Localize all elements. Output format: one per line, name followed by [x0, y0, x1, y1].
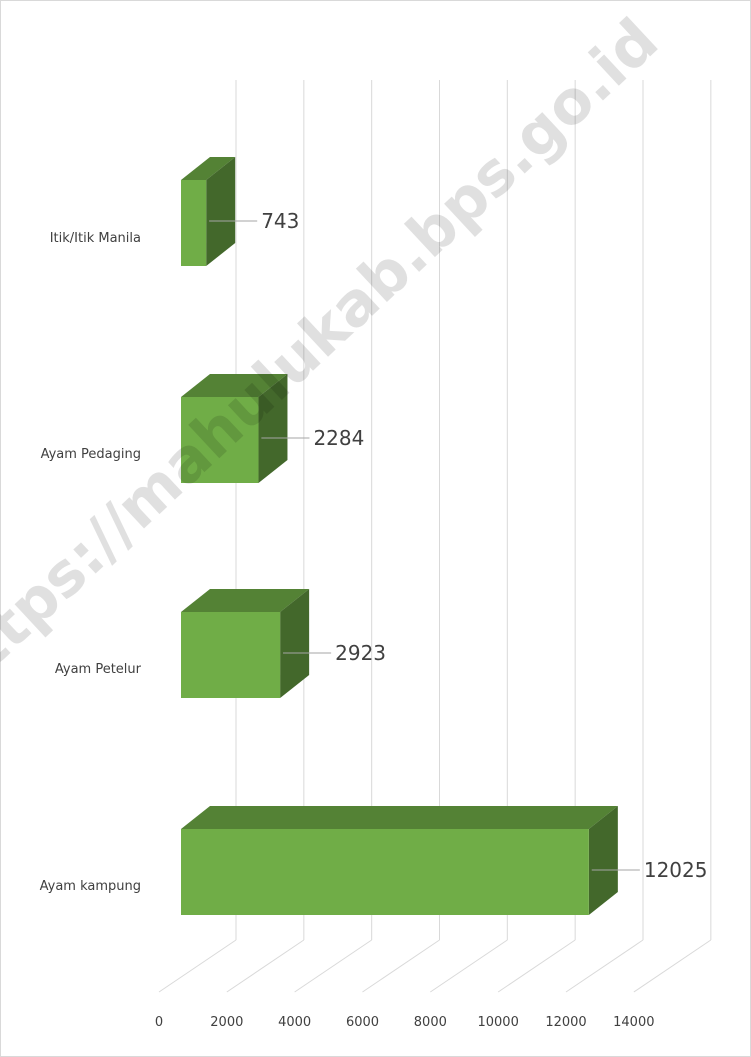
floor-gridline: [294, 939, 372, 993]
x-tick-label: 14000: [613, 1015, 654, 1030]
bar-side-face: [588, 806, 618, 915]
bar-top-face: [181, 806, 618, 829]
data-label: 743: [261, 209, 299, 233]
category-label: Ayam Pedaging: [41, 447, 141, 462]
floor-gridline: [565, 939, 644, 993]
bar-top-face: [181, 374, 288, 397]
watermark: https://mahulukab.bps.go.id: [0, 6, 672, 711]
floor-gridline: [633, 939, 712, 993]
bar: [181, 180, 207, 266]
floor-gridline: [430, 939, 508, 993]
category-label: Itik/Itik Manila: [50, 231, 141, 246]
bar: [181, 829, 589, 915]
category-label: Ayam kampung: [40, 879, 141, 894]
x-tick-label: 0: [155, 1015, 163, 1030]
floor-gridline: [226, 939, 305, 993]
data-label: 2923: [335, 641, 386, 665]
x-tick-label: 8000: [414, 1015, 447, 1030]
x-tick-label: 4000: [278, 1015, 311, 1030]
x-tick-label: 2000: [210, 1015, 243, 1030]
x-tick-label: 12000: [545, 1015, 586, 1030]
bar-top-face: [181, 157, 236, 180]
x-tick-label: 10000: [477, 1015, 518, 1030]
bar-side-face: [258, 374, 288, 483]
floor-gridline: [158, 939, 237, 993]
category-label: Ayam Petelur: [55, 662, 142, 677]
bar-top-face: [181, 589, 310, 612]
bar-side-face: [206, 157, 236, 266]
floor-gridline: [497, 939, 576, 993]
x-tick-label: 6000: [346, 1015, 379, 1030]
bar-side-face: [280, 589, 310, 698]
bar: [181, 397, 259, 483]
data-label: 12025: [644, 858, 708, 882]
floor-gridline: [362, 939, 440, 993]
bar: [181, 612, 281, 698]
data-label: 2284: [313, 426, 364, 450]
